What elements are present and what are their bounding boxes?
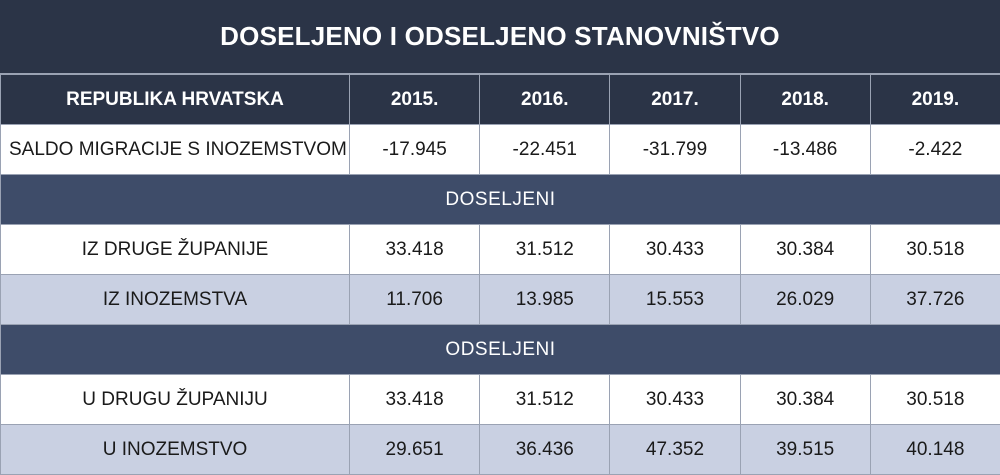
table-row: IZ DRUGE ŽUPANIJE 33.418 31.512 30.433 3… [1, 225, 1000, 275]
row-label: SALDO MIGRACIJE S INOZEMSTVOM [1, 125, 350, 175]
row-label: IZ DRUGE ŽUPANIJE [1, 225, 350, 275]
header-year-2017: 2017. [610, 75, 740, 125]
table-cell: -17.945 [350, 125, 480, 175]
table-cell: 30.518 [870, 225, 1000, 275]
table-cell: 29.651 [350, 425, 480, 475]
table-cell: 36.436 [480, 425, 610, 475]
table-row: IZ INOZEMSTVA 11.706 13.985 15.553 26.02… [1, 275, 1000, 325]
table-cell: 30.433 [610, 225, 740, 275]
table-cell: 30.518 [870, 375, 1000, 425]
table-cell: 33.418 [350, 225, 480, 275]
table-cell: -22.451 [480, 125, 610, 175]
header-row: REPUBLIKA HRVATSKA 2015. 2016. 2017. 201… [1, 75, 1000, 125]
table-cell: 47.352 [610, 425, 740, 475]
row-label: IZ INOZEMSTVA [1, 275, 350, 325]
section-label: ODSELJENI [1, 325, 1000, 375]
table-cell: -31.799 [610, 125, 740, 175]
table-cell: 37.726 [870, 275, 1000, 325]
header-year-2018: 2018. [740, 75, 870, 125]
table-cell: 30.384 [740, 225, 870, 275]
table-cell: 31.512 [480, 225, 610, 275]
header-year-2019: 2019. [870, 75, 1000, 125]
row-label: U INOZEMSTVO [1, 425, 350, 475]
table-cell: 33.418 [350, 375, 480, 425]
table-cell: 15.553 [610, 275, 740, 325]
table-row: U INOZEMSTVO 29.651 36.436 47.352 39.515… [1, 425, 1000, 475]
table-cell: 40.148 [870, 425, 1000, 475]
table-cell: 39.515 [740, 425, 870, 475]
table-cell: 30.384 [740, 375, 870, 425]
header-year-2015: 2015. [350, 75, 480, 125]
table-cell: 31.512 [480, 375, 610, 425]
section-label: DOSELJENI [1, 175, 1000, 225]
section-row-odseljeni: ODSELJENI [1, 325, 1000, 375]
table-cell: 11.706 [350, 275, 480, 325]
table-cell: -13.486 [740, 125, 870, 175]
table-cell: 13.985 [480, 275, 610, 325]
table-title: DOSELJENO I ODSELJENO STANOVNIŠTVO [0, 0, 1000, 74]
row-label: U DRUGU ŽUPANIJU [1, 375, 350, 425]
table-row-saldo: SALDO MIGRACIJE S INOZEMSTVOM -17.945 -2… [1, 125, 1000, 175]
table-cell: 26.029 [740, 275, 870, 325]
table-row: U DRUGU ŽUPANIJU 33.418 31.512 30.433 30… [1, 375, 1000, 425]
migration-table: REPUBLIKA HRVATSKA 2015. 2016. 2017. 201… [0, 74, 1000, 475]
table-cell: 30.433 [610, 375, 740, 425]
table-cell: -2.422 [870, 125, 1000, 175]
header-region-label: REPUBLIKA HRVATSKA [1, 75, 350, 125]
header-year-2016: 2016. [480, 75, 610, 125]
section-row-doseljeni: DOSELJENI [1, 175, 1000, 225]
